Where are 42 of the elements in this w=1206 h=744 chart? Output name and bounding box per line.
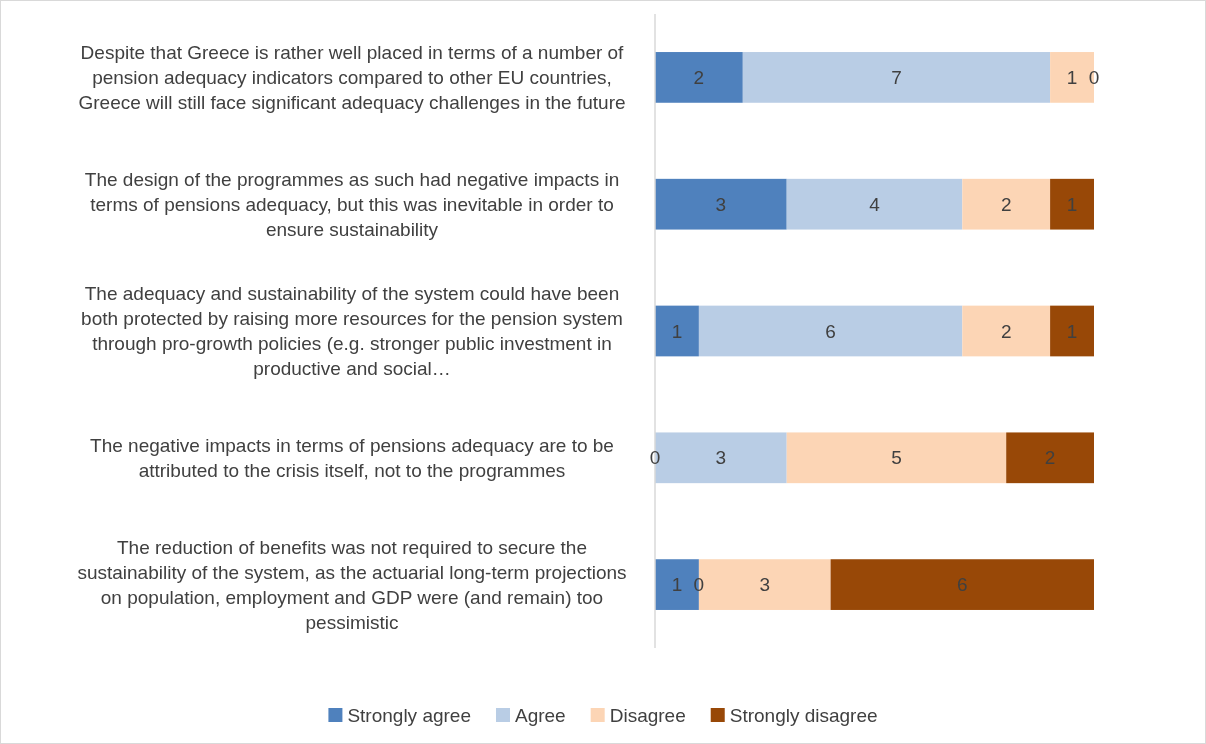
y-tick-label: The design of the programmes as such had negative impacts in terms of pensions adequacy, but this was inevitable in order to ensure sustainability	[84, 168, 620, 240]
data-label: 0	[1088, 67, 1100, 89]
data-label: 6	[957, 574, 968, 596]
bar	[655, 178, 787, 230]
data-label: 1	[1066, 193, 1078, 215]
y-tick-label: The adequacy and sustainability of the system could have been both protected by raising more resources for the pension system through pro-growth policies (e.g. stronger public investment in productive and social…	[81, 283, 623, 380]
data-label: 5	[891, 447, 902, 469]
legend-label: Strongly disagree	[729, 704, 878, 726]
data-label: 2	[1000, 320, 1012, 342]
y-tick-label: The negative impacts in terms of pensions adequacy are to be attributed to the crisis itself, not to the programmes	[90, 434, 614, 481]
annotation: 0	[649, 447, 661, 469]
data-label: 1	[1066, 320, 1078, 342]
annotation: 0	[693, 574, 705, 596]
bar	[786, 178, 963, 230]
data-label: 2	[693, 67, 705, 89]
data-label: 3	[759, 574, 771, 596]
legend-label: Agree	[514, 704, 566, 726]
data-label: 6	[825, 320, 836, 342]
bar	[1006, 432, 1094, 484]
bar	[655, 305, 699, 357]
bar	[962, 178, 1051, 230]
legend-label: Strongly agree	[347, 704, 471, 726]
bar	[655, 52, 743, 103]
data-label: 3	[715, 447, 727, 469]
bar	[742, 52, 1051, 103]
bar	[786, 432, 1007, 484]
y-tick-label: The reduction of benefits was not required to secure the sustainability of the system, as the actuarial long-term projections on population, employment and GDP were (and remain) too pessimistic	[77, 536, 627, 633]
data-label: 4	[869, 193, 881, 215]
data-label: 2	[1044, 447, 1056, 469]
data-label: 1	[1066, 67, 1078, 89]
legend-label: Disagree	[609, 704, 686, 726]
y-tick-label: Despite that Greece is rather well placed in terms of a number of pension adequacy indicators compared to other EU countries, Greece will still face significant adequacy challenges in the future	[78, 42, 626, 114]
data-label: 1	[671, 320, 683, 342]
data-label: 3	[715, 193, 727, 215]
data-label: 7	[891, 67, 902, 89]
data-label: 1	[671, 574, 683, 596]
bar	[962, 305, 1051, 357]
data-label: 2	[1000, 193, 1012, 215]
bar	[698, 305, 963, 357]
bar	[830, 559, 1094, 610]
bar	[1050, 178, 1094, 230]
bar	[1050, 305, 1094, 357]
